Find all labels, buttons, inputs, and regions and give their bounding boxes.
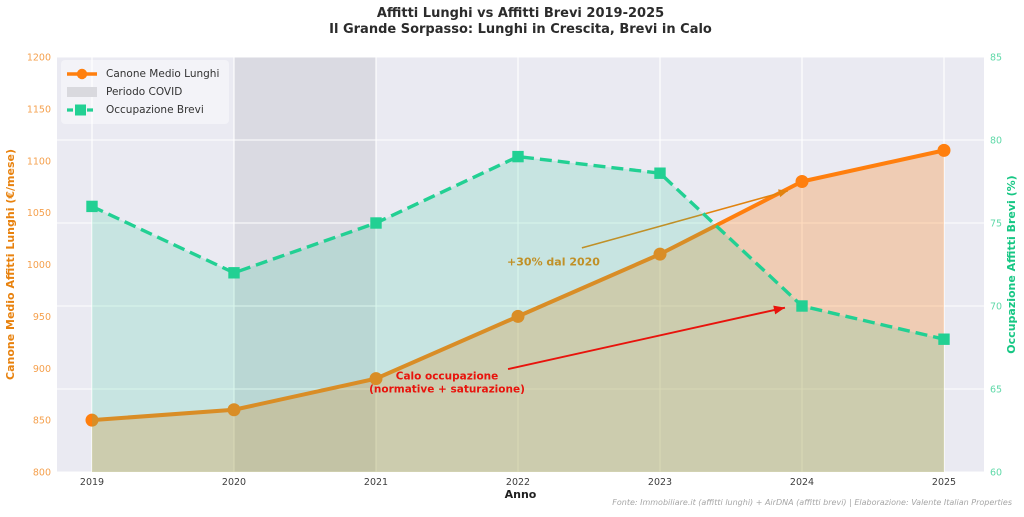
left-axis-tick: 850	[33, 416, 51, 427]
left-axis-tick: 1050	[27, 208, 51, 219]
series-occupazione-brevi	[86, 150, 950, 472]
x-axis-tick: 2021	[364, 477, 388, 488]
chart-title: Affitti Lunghi vs Affitti Brevi 2019-202…	[376, 6, 665, 21]
right-axis-title: Occupazione Affitti Brevi (%)	[1005, 175, 1018, 354]
x-axis-tick: 2025	[932, 477, 956, 488]
right-axis-tick: 60	[990, 468, 1002, 479]
left-axis-tick: 1150	[27, 104, 51, 115]
legend-swatch-covid-patch-icon	[67, 87, 97, 97]
data-point-occupazione	[228, 267, 240, 279]
x-axis-tick: 2020	[222, 477, 246, 488]
data-point-occupazione	[938, 333, 950, 345]
x-axis-tick: 2024	[790, 477, 814, 488]
right-axis-tick: 70	[990, 302, 1002, 313]
legend: Canone Medio Lunghi Periodo COVID Occupa…	[61, 60, 230, 124]
chart-title-block: Affitti Lunghi vs Affitti Brevi 2019-202…	[57, 6, 984, 38]
x-axis-tick-labels: 2019 2020 2021 2022 2023 2024 2025	[80, 477, 956, 488]
series-canone-medio-lunghi	[85, 143, 951, 472]
x-axis-tick: 2022	[506, 477, 530, 488]
data-point-occupazione	[512, 150, 524, 163]
legend-label: Periodo COVID	[106, 86, 183, 98]
data-point-canone	[85, 413, 99, 427]
right-axis-tick: 85	[990, 53, 1002, 64]
annotation-text: Calo occupazione	[396, 371, 499, 383]
data-point-occupazione	[654, 167, 666, 179]
left-axis-tick: 1200	[27, 53, 51, 64]
legend-label: Canone Medio Lunghi	[106, 68, 220, 80]
annotation-text: +30% dal 2020	[507, 255, 600, 268]
plot-background	[57, 57, 984, 472]
right-axis-tick: 80	[990, 136, 1002, 147]
left-axis-tick-labels: 800 850 900 950 1000 1050 1100 1150 1200	[27, 53, 51, 479]
x-axis-title: Anno	[504, 488, 537, 501]
data-point-canone	[227, 403, 241, 417]
legend-item-periodo-covid: Periodo COVID	[66, 83, 219, 101]
left-axis-tick: 1100	[27, 156, 51, 167]
left-axis-tick: 800	[33, 468, 51, 479]
annotation-crescita-lunghi: +30% dal 2020	[507, 189, 789, 268]
source-footer: Fonte: Immobiliare.it (affitti lunghi) +…	[612, 498, 1012, 507]
legend-swatch-orange-line-icon	[67, 68, 97, 80]
legend-item-canone-medio-lunghi: Canone Medio Lunghi	[66, 65, 219, 83]
legend-swatch-teal-dash-square-icon	[67, 104, 97, 116]
data-point-canone	[511, 309, 525, 323]
right-axis-tick: 65	[990, 385, 1002, 396]
data-point-canone	[653, 247, 667, 261]
x-axis-tick: 2019	[80, 477, 104, 488]
x-axis-tick: 2023	[648, 477, 672, 488]
left-axis-title: Canone Medio Affitti Lunghi (€/mese)	[4, 149, 17, 380]
data-point-canone	[369, 372, 383, 386]
data-point-occupazione	[86, 200, 98, 213]
left-axis-tick: 1000	[27, 260, 51, 271]
annotation-text: (normative + saturazione)	[369, 384, 525, 396]
right-axis-tick-labels: 60 65 70 75 80 85	[990, 53, 1002, 479]
left-axis-tick: 950	[33, 312, 51, 323]
annotation-calo-occupazione: Calo occupazione(normative + saturazione…	[369, 305, 786, 396]
data-point-canone	[937, 143, 951, 157]
right-axis-tick: 75	[990, 219, 1002, 230]
left-axis-tick: 900	[33, 364, 51, 375]
legend-item-occupazione-brevi: Occupazione Brevi	[66, 101, 219, 119]
data-point-occupazione	[796, 300, 808, 312]
chart-subtitle: Il Grande Sorpasso: Lunghi in Crescita, …	[329, 22, 712, 37]
data-point-occupazione	[370, 217, 382, 229]
data-point-canone	[795, 175, 809, 188]
gridlines	[57, 56, 984, 473]
legend-label: Occupazione Brevi	[106, 104, 204, 116]
